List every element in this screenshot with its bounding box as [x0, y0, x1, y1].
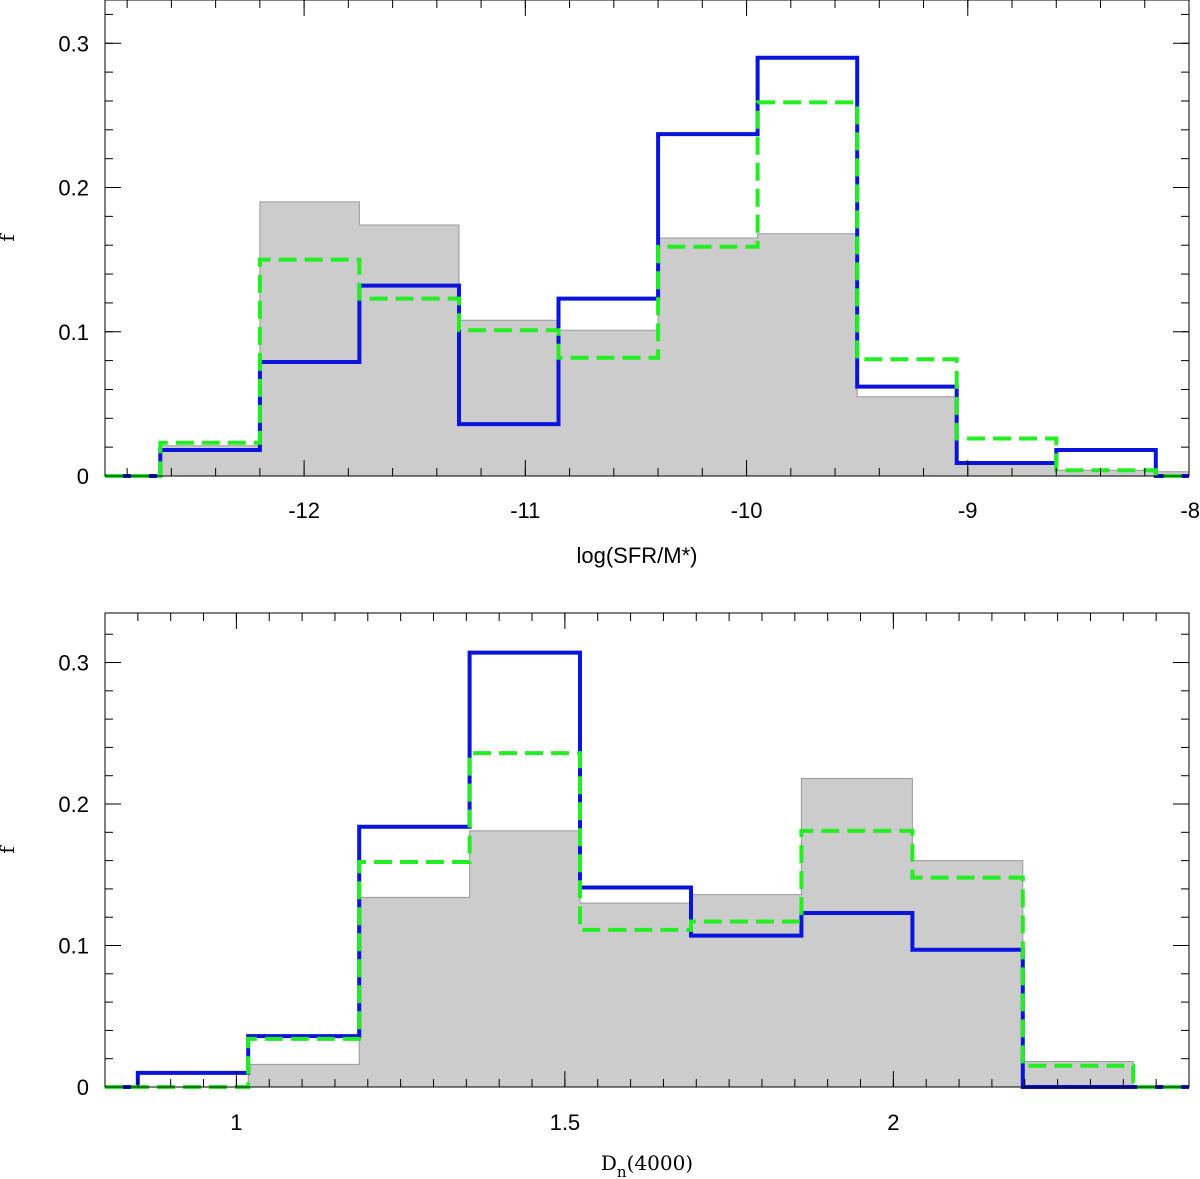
x-tick-label: 1.5 [550, 1110, 581, 1135]
x-tick-label: -10 [731, 498, 763, 523]
x-tick-label: 1 [230, 1110, 242, 1135]
y-tick-label: 0.1 [58, 320, 89, 345]
x-tick-label: -12 [288, 498, 320, 523]
y-tick-label: 0.2 [58, 792, 89, 817]
x-axis-title: Dn(4000) [601, 1151, 693, 1179]
y-tick-label: 0 [77, 1075, 89, 1100]
x-tick-label: 2 [887, 1110, 899, 1135]
panel-sfr-histogram: -12 -11 -10 -9 -8 0 0.1 0.2 0.3 f log(SFR/M*) [0, 0, 1200, 568]
y-axis-title: f [0, 845, 19, 854]
x-tick-label: -11 [510, 498, 540, 523]
y-tick-label: 0.1 [58, 934, 89, 959]
series-green-line [105, 100, 1189, 478]
plot-frame [104, 0, 1190, 477]
y-axis-title: f [0, 233, 19, 242]
y-tick-label: 0.2 [58, 176, 89, 201]
x-axis-title: log(SFR/M*) [576, 543, 697, 568]
y-tick-label: 0 [77, 464, 89, 489]
series-green-line [105, 751, 1189, 1089]
y-tick-label: 0.3 [58, 31, 89, 56]
panel-dn4000-histogram: 1 1.5 2 0 0.1 0.2 0.3 f Dn(4000) [0, 612, 1190, 1179]
series-gray-fill [105, 201, 1190, 477]
plot-frame [104, 612, 1190, 1088]
x-tick-label: -9 [958, 498, 978, 523]
x-tick-label: -8 [1180, 498, 1200, 523]
y-tick-label: 0.3 [58, 651, 89, 676]
